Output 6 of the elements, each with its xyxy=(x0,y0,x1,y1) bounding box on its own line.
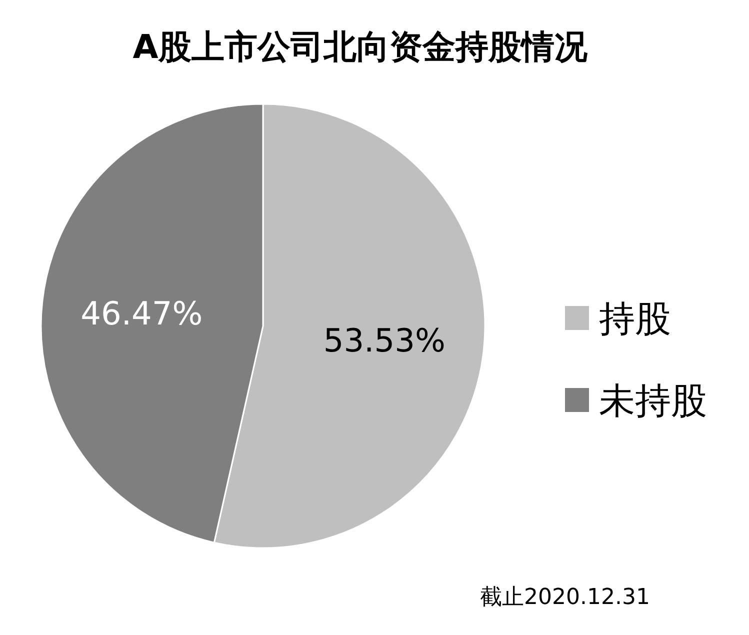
legend-label: 持股 xyxy=(599,299,671,340)
legend-label: 未持股 xyxy=(599,381,707,422)
chart-title: A股上市公司北向资金持股情况 xyxy=(132,27,588,66)
data-label: 46.47% xyxy=(80,294,203,332)
data-label: 53.53% xyxy=(323,322,446,360)
text: 截止2020.12.31 xyxy=(480,585,650,610)
